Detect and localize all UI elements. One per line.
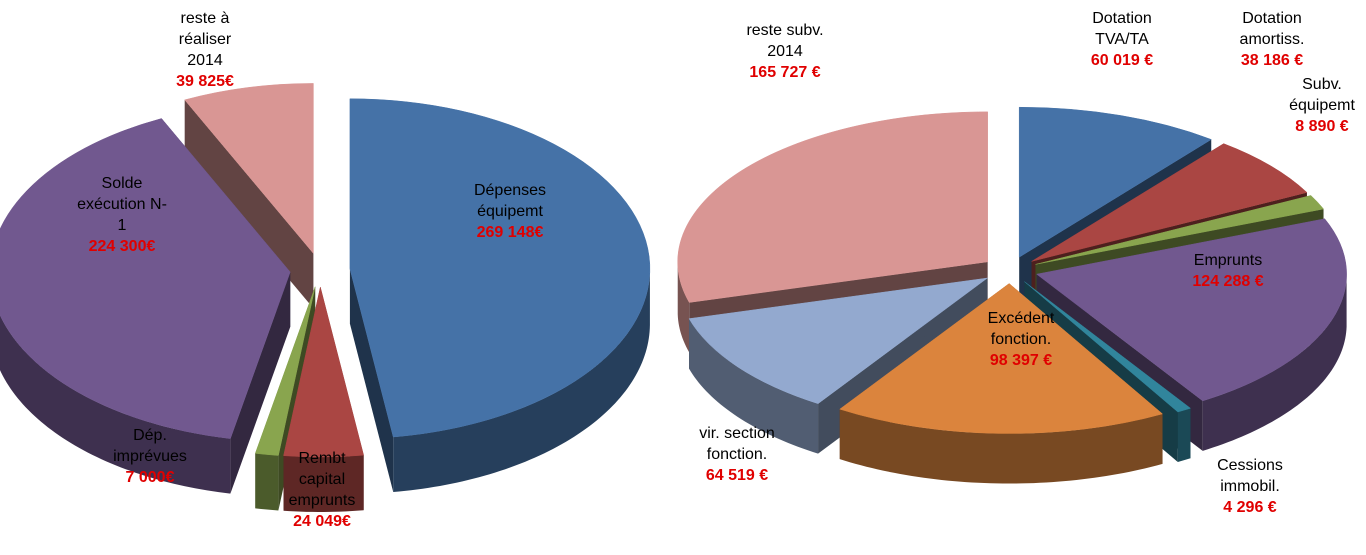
slice-side xyxy=(1177,408,1191,462)
slice-label: reste à réaliser 2014 39 825€ xyxy=(165,8,245,92)
category-label: vir. section fonction. xyxy=(699,425,775,463)
slice-side xyxy=(689,318,819,454)
slice-label: reste subv. 2014 165 727 € xyxy=(730,20,840,83)
pie-slice xyxy=(254,286,316,456)
value-label: 7 000€ xyxy=(125,469,175,486)
slice-label: Cessions immobil. 4 296 € xyxy=(1200,455,1300,518)
pie-slice xyxy=(349,98,651,438)
category-label: Dép. imprévues xyxy=(113,427,187,465)
slice-side xyxy=(677,264,690,353)
pie-slice xyxy=(688,277,988,404)
category-label: Dotation amortiss. xyxy=(1239,10,1305,48)
value-label: 39 825€ xyxy=(176,73,234,90)
slice-side xyxy=(393,270,650,492)
pie-slice-group xyxy=(349,98,651,492)
category-label: Subv. équipemt xyxy=(1289,76,1355,114)
value-label: 124 288 € xyxy=(1192,273,1264,290)
pie-slice xyxy=(1031,143,1308,262)
category-label: Solde exécution N-1 xyxy=(77,175,167,234)
slice-label: vir. section fonction. 64 519 € xyxy=(672,423,802,486)
category-label: Rembt capital emprunts xyxy=(288,450,356,509)
category-label: Emprunts xyxy=(1193,252,1263,269)
value-label: 269 148€ xyxy=(476,224,544,241)
category-label: Excédent fonction. xyxy=(987,310,1055,348)
slice-side xyxy=(839,409,1163,484)
pie-slice xyxy=(1018,106,1212,258)
slice-label: Solde exécution N-1 224 300€ xyxy=(75,173,170,257)
pie-slice xyxy=(0,118,291,439)
value-label: 38 186 € xyxy=(1240,52,1304,69)
slice-wall xyxy=(230,272,291,494)
pie-slice-group xyxy=(839,283,1164,484)
category-label: Dépenses équipemt xyxy=(473,182,547,220)
pie-slice xyxy=(677,111,988,303)
value-label: 98 397 € xyxy=(989,352,1053,369)
slice-label: Subv. équipemt 8 890 € xyxy=(1282,74,1362,137)
slice-side xyxy=(255,453,279,511)
slice-label: Dotation TVA/TA 60 019 € xyxy=(1077,8,1167,71)
slice-side xyxy=(1202,276,1347,451)
slice-label: Emprunts 124 288 € xyxy=(1178,250,1278,292)
slice-label: Excédent fonction. 98 397 € xyxy=(961,308,1081,371)
value-label: 8 890 € xyxy=(1295,118,1349,135)
pie-slice-group xyxy=(184,83,314,309)
pie-slice xyxy=(283,286,364,458)
pie-slice-group xyxy=(0,118,291,494)
slice-wall xyxy=(184,99,314,309)
pie-slice xyxy=(1036,218,1347,402)
value-label: 224 300€ xyxy=(88,238,156,255)
slice-wall xyxy=(349,268,394,492)
category-label: Cessions immobil. xyxy=(1217,457,1283,495)
category-label: Dotation TVA/TA xyxy=(1092,10,1152,48)
slice-side xyxy=(283,455,364,512)
slice-label: Dotation amortiss. 38 186 € xyxy=(1222,8,1322,71)
pie-slice xyxy=(1035,195,1325,265)
value-label: 60 019 € xyxy=(1090,52,1154,69)
slice-label: Dép. imprévues 7 000€ xyxy=(100,425,200,488)
value-label: 24 049€ xyxy=(293,513,351,530)
value-label: 64 519 € xyxy=(705,467,769,484)
pie-slice xyxy=(1024,281,1192,413)
slice-label: Dépenses équipemt 269 148€ xyxy=(450,180,570,243)
pie-slice xyxy=(839,283,1164,434)
pie-slice-group xyxy=(283,286,364,512)
slice-side xyxy=(0,315,231,494)
value-label: 165 727 € xyxy=(749,64,821,81)
category-label: reste subv. 2014 xyxy=(746,22,824,60)
pie-slice xyxy=(184,83,314,255)
category-label: reste à réaliser 2014 xyxy=(178,10,232,69)
value-label: 4 296 € xyxy=(1223,499,1277,516)
slice-label: Rembt capital emprunts 24 049€ xyxy=(277,448,367,532)
